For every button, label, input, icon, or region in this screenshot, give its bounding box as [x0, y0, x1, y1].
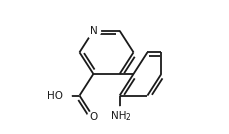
Text: HO: HO	[47, 91, 63, 100]
Text: O: O	[89, 112, 97, 122]
Text: 2: 2	[125, 113, 130, 122]
Text: N: N	[89, 26, 97, 36]
Text: NH: NH	[111, 111, 126, 121]
